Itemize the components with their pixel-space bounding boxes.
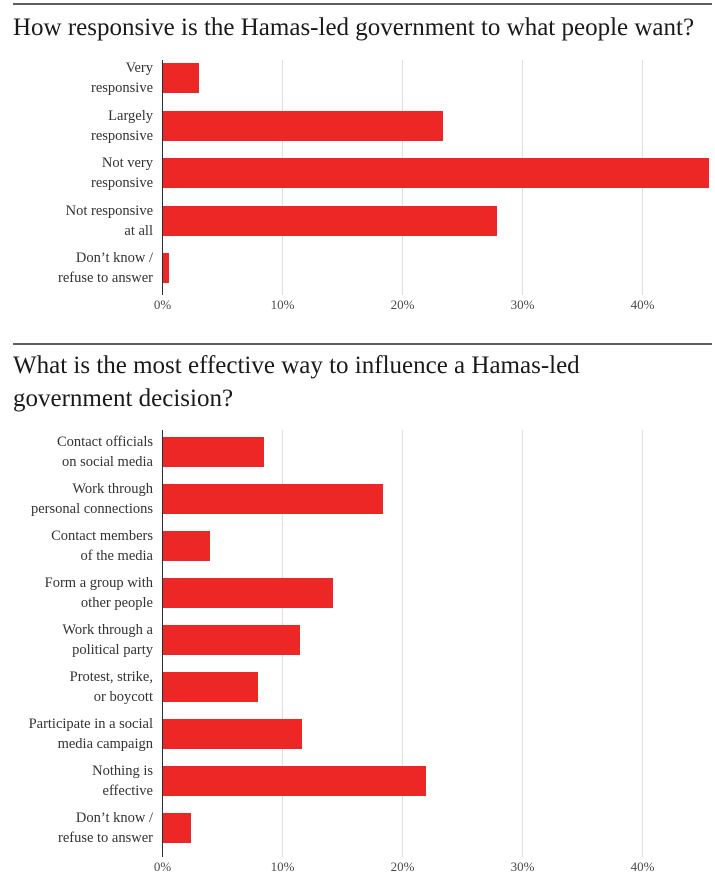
x-gridline-40 <box>642 430 643 857</box>
bar-0-2 <box>163 158 709 188</box>
category-label: Contact officials on social media <box>57 434 153 470</box>
x-tick-label: 20% <box>390 297 415 312</box>
bar-1-1 <box>163 484 383 514</box>
x-gridline-20 <box>402 430 403 857</box>
category-label: Not very responsive <box>90 155 153 191</box>
x-tick-label: 0% <box>153 859 172 874</box>
chart2-title: What is the most effective way to influe… <box>13 352 580 412</box>
y-axis-line <box>162 60 163 295</box>
bar-1-6 <box>163 719 303 749</box>
bar-0-0 <box>163 63 199 93</box>
x-tick-label: 10% <box>270 859 295 874</box>
bar-1-5 <box>163 672 258 702</box>
category-label: Very responsive <box>90 60 153 96</box>
category-label: Contact members of the media <box>51 528 153 564</box>
category-label: Largely responsive <box>90 107 153 144</box>
category-label: Participate in a social media campaign <box>28 716 153 752</box>
category-label: Don’t know / refuse to answer <box>57 250 153 286</box>
x-tick-label: 40% <box>630 297 655 312</box>
x-tick-label: 30% <box>510 297 535 312</box>
bar-1-4 <box>163 625 300 655</box>
category-label: Protest, strike, or boycott <box>69 669 153 705</box>
x-tick-label: 10% <box>270 297 295 312</box>
x-tick-label: 30% <box>510 859 535 874</box>
x-tick-label: 40% <box>630 859 655 874</box>
category-label: Don’t know / refuse to answer <box>57 810 153 846</box>
category-label: Nothing is effective <box>92 763 153 799</box>
category-label: Work through personal connections <box>30 481 153 517</box>
bar-1-2 <box>163 531 210 561</box>
bar-0-3 <box>163 205 497 236</box>
bar-0-1 <box>163 110 443 141</box>
category-label: Not responsive at all <box>65 202 153 239</box>
section-divider-rule <box>13 343 712 345</box>
top-divider-rule <box>13 3 712 5</box>
bar-1-3 <box>163 578 334 608</box>
x-tick-label: 0% <box>153 297 172 312</box>
bar-1-7 <box>163 766 426 796</box>
bar-1-0 <box>163 437 264 467</box>
x-tick-label: 20% <box>390 859 415 874</box>
bar-0-4 <box>163 253 169 283</box>
y-axis-line <box>162 430 163 857</box>
bar-1-8 <box>163 813 191 843</box>
category-label: Work through a political party <box>62 622 153 658</box>
category-label: Form a group with other people <box>44 575 153 611</box>
x-gridline-30 <box>522 430 523 857</box>
chart1-title: How responsive is the Hamas-led governme… <box>13 14 695 41</box>
